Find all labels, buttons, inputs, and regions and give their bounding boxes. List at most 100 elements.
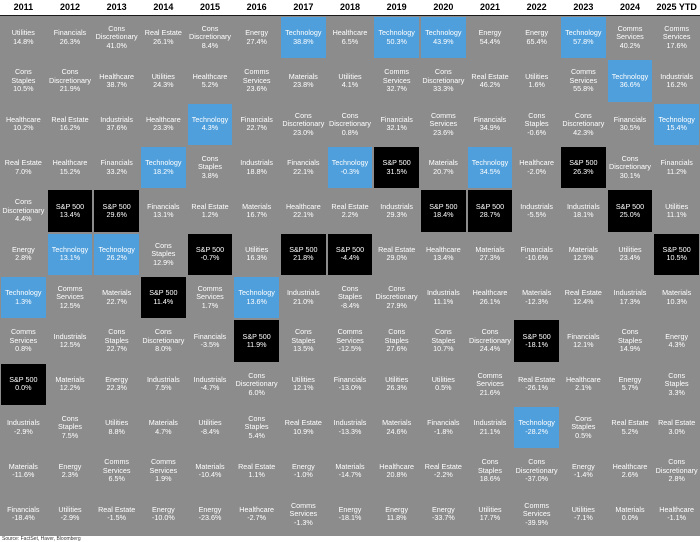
sector-name: Real Estate	[611, 418, 649, 428]
sector-cell: Real Estate 16.2%	[48, 104, 93, 145]
sector-name: Real Estate	[378, 244, 416, 254]
column-header: 2024	[619, 2, 640, 12]
sector-cell: Healthcare 6.5%	[328, 17, 373, 58]
sector-cell: Financials 12.1%	[561, 320, 606, 361]
sector-name: Industrials	[6, 418, 40, 428]
sector-return: 12.2%	[59, 383, 81, 393]
sector-cell: S&P 500 31.5%	[374, 147, 419, 189]
sector-cell: Real Estate 2.2%	[328, 190, 373, 231]
sector-cell: Real Estate 5.2%	[608, 407, 653, 448]
sector-name: Technology	[238, 288, 275, 298]
sector-return: 17.6%	[666, 40, 687, 50]
sector-cell: S&P 500 -18.1%	[514, 320, 559, 362]
sector-cell: Technology 38.8%	[281, 17, 326, 59]
column-header: 2011	[13, 2, 34, 12]
sector-cell: Energy -18.1%	[328, 494, 373, 535]
sector-name: Industrials	[473, 418, 507, 428]
sector-name: Utilities	[58, 504, 82, 514]
sector-return: 26.3%	[59, 36, 81, 46]
sector-name: Real Estate	[658, 418, 696, 428]
sector-return: -14.7%	[338, 469, 362, 479]
sector-cell: Technology 34.5%	[467, 147, 513, 189]
sector-name: Comms Services	[149, 457, 178, 475]
sector-cell: Cons Staples 12.9%	[141, 234, 186, 275]
sector-return: -33.7%	[431, 513, 455, 523]
sector-return: -1.0%	[293, 469, 313, 479]
sector-cell: Industrials 12.5%	[48, 320, 93, 361]
sector-return: -18.1%	[525, 339, 549, 349]
sector-cell: Real Estate 29.0%	[374, 234, 419, 275]
sector-cell: Healthcare 38.7%	[94, 60, 139, 101]
sector-return: 8.4%	[201, 40, 219, 50]
sector-return: -1.4%	[573, 469, 593, 479]
sector-cell: Healthcare -2.7%	[234, 494, 279, 535]
sector-return: 4.4%	[15, 214, 32, 224]
sector-return: -1.3%	[293, 517, 313, 527]
sector-cell: Utilities 16.3%	[234, 234, 279, 275]
sector-cell: Real Estate 26.1%	[141, 17, 186, 58]
sector-name: Comms Services	[616, 24, 644, 42]
sector-cell: Cons Discretionary 8.0%	[141, 320, 186, 361]
column-header: 2018	[339, 2, 360, 12]
sector-cell: S&P 500 29.6%	[94, 190, 139, 232]
sector-return: 14.9%	[619, 344, 641, 354]
sector-name: Utilities	[571, 504, 595, 514]
sector-cell: S&P 500 28.7%	[467, 190, 513, 232]
sector-name: Energy	[525, 28, 549, 38]
sector-cell: Technology 36.6%	[607, 60, 653, 102]
sector-name: Financials	[240, 114, 273, 124]
sector-return: -39.9%	[525, 517, 549, 527]
sector-cell: Utilities 26.3%	[374, 364, 419, 405]
sector-name: Comms Services	[242, 67, 271, 85]
sector-return: 24.3%	[153, 79, 174, 89]
sector-name: S&P 500	[9, 374, 38, 384]
sector-cell: Cons Staples 18.6%	[468, 450, 513, 491]
sector-return: 21.1%	[479, 426, 501, 436]
sector-return: 13.6%	[246, 296, 267, 306]
sector-name: Technology	[191, 114, 229, 124]
sector-return: 43.9%	[433, 36, 454, 46]
sector-return: 16.2%	[666, 79, 687, 89]
sector-name: Cons Staples	[571, 414, 596, 432]
sector-cell: Cons Staples 3.3%	[654, 364, 699, 405]
sector-name: Comms Services	[9, 327, 38, 345]
sector-return: 29.6%	[106, 209, 127, 219]
sector-return: 23.6%	[246, 84, 267, 94]
sector-name: Industrials	[333, 418, 367, 428]
sector-cell: S&P 500 21.8%	[281, 233, 326, 275]
sector-name: Technology	[658, 114, 695, 124]
sector-return: 25.0%	[619, 209, 641, 219]
sector-cell: Cons Discretionary 8.4%	[188, 17, 233, 58]
sector-return: 13.5%	[293, 344, 314, 354]
sector-name: Materials	[522, 288, 552, 298]
sector-name: Materials	[242, 201, 272, 211]
sector-cell: Materials 12.2%	[48, 364, 93, 405]
sector-cell: Materials 0.0%	[608, 494, 653, 535]
sector-name: Real Estate	[471, 71, 509, 81]
sector-name: Cons Discretionary	[515, 457, 558, 475]
sector-name: Financials	[193, 331, 227, 341]
sector-cell: Utilities -8.4%	[188, 407, 233, 448]
sector-cell: Healthcare 2.6%	[608, 450, 653, 491]
sector-return: 6.5%	[341, 36, 359, 46]
sector-cell: Industrials 11.1%	[421, 277, 466, 318]
sector-cell: Energy 22.3%	[94, 364, 139, 405]
sector-return: -37.0%	[525, 474, 549, 484]
sector-cell: Healthcare 2.1%	[561, 364, 606, 405]
sector-return: 10.5%	[13, 84, 34, 94]
sector-cell: Materials 12.5%	[561, 234, 606, 275]
sector-return: 12.5%	[573, 253, 594, 263]
sector-name: Industrials	[520, 201, 554, 211]
sector-name: Comms Services	[102, 457, 131, 475]
sector-name: Real Estate	[144, 28, 182, 38]
sector-return: 6.5%	[108, 474, 125, 484]
sector-name: Technology	[285, 28, 322, 38]
sector-cell: Financials 30.5%	[608, 104, 653, 145]
sector-return: 18.6%	[479, 474, 501, 484]
sector-name: Utilities	[245, 244, 269, 254]
sector-name: Cons Staples	[524, 110, 549, 129]
sector-name: Financials	[100, 158, 133, 168]
sector-cell: Real Estate 3.0%	[654, 407, 699, 448]
sector-return: 12.9%	[153, 257, 174, 267]
sector-return: 12.5%	[59, 300, 81, 310]
